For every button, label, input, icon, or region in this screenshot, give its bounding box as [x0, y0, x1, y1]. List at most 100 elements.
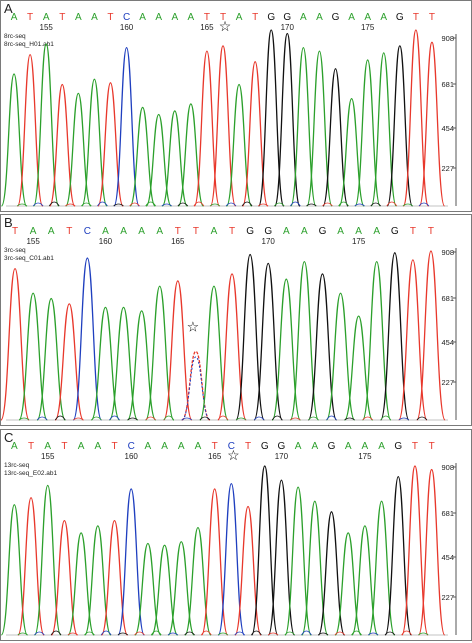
noise-peak — [54, 415, 66, 421]
base-call-8: A — [145, 441, 152, 452]
noise-peak — [199, 416, 211, 421]
mutation-star-icon: ☆ — [187, 318, 200, 334]
base-call-13: T — [220, 12, 226, 23]
noise-peak — [209, 203, 221, 207]
base-call-26: T — [429, 12, 435, 23]
peak-A-18 — [325, 292, 356, 421]
sample-name-line-1: 8rc-seq_H01.ab1 — [4, 41, 54, 48]
base-call-2: A — [43, 12, 50, 23]
peak-A-19 — [306, 50, 333, 207]
intensity-tick-454: 454 — [441, 338, 454, 347]
peak-A-18 — [290, 46, 317, 207]
base-call-14: T — [245, 441, 251, 452]
noise-peak — [386, 201, 398, 207]
noise-peak — [317, 632, 329, 636]
panel-label: C — [4, 430, 13, 445]
peak-G-15 — [251, 465, 279, 636]
noise-peak — [18, 417, 30, 421]
base-call-3: T — [61, 441, 67, 452]
base-call-13: G — [246, 226, 254, 237]
panel-label: A — [4, 1, 13, 16]
peak-T-26 — [418, 41, 446, 207]
noise-peak — [129, 202, 140, 207]
noise-peak — [290, 417, 301, 421]
base-call-11: A — [211, 226, 218, 237]
noise-peak — [308, 416, 319, 421]
base-call-24: T — [412, 441, 418, 452]
panel-frame — [0, 214, 472, 426]
base-call-10: A — [178, 441, 185, 452]
peak-secondary-C-10 — [181, 356, 211, 421]
sample-name-line-0: 3rc-seq — [4, 247, 26, 254]
noise-peak — [117, 632, 129, 636]
base-call-22: T — [410, 226, 416, 237]
peak-G-13 — [235, 253, 265, 421]
position-tick-160: 160 — [125, 452, 139, 461]
intensity-tick-227: 227 — [441, 593, 454, 602]
noise-peak — [380, 415, 392, 421]
peak-T-9 — [163, 280, 193, 421]
base-call-11: A — [195, 441, 202, 452]
noise-peak — [181, 417, 193, 421]
peak-T-23 — [416, 250, 446, 421]
noise-peak — [384, 631, 396, 636]
base-call-4: A — [78, 441, 85, 452]
base-call-17: G — [283, 12, 291, 23]
base-call-19: G — [328, 441, 336, 452]
intensity-tick-227: 227 — [441, 378, 454, 387]
base-call-9: A — [161, 441, 168, 452]
base-call-16: G — [267, 12, 275, 23]
position-tick-170: 170 — [281, 23, 295, 32]
base-call-2: A — [44, 441, 51, 452]
noise-peak — [418, 202, 430, 207]
position-tick-170: 170 — [275, 452, 289, 461]
intensity-tick-454: 454 — [441, 553, 454, 562]
noise-peak — [217, 632, 229, 636]
intensity-tick-681: 681 — [441, 80, 454, 89]
noise-peak — [344, 417, 355, 421]
noise-peak — [362, 416, 373, 421]
peak-A-2 — [34, 484, 62, 636]
peak-A-2 — [33, 43, 60, 207]
base-call-21: A — [362, 441, 369, 452]
noise-peak — [401, 630, 412, 636]
base-call-5: A — [91, 12, 98, 23]
noise-peak — [235, 417, 247, 421]
base-call-7: A — [138, 226, 145, 237]
base-call-18: A — [300, 12, 307, 23]
peak-T-3 — [49, 83, 76, 207]
intensity-tick-681: 681 — [441, 294, 454, 303]
noise-peak — [32, 202, 44, 207]
base-call-25: T — [413, 12, 419, 23]
base-call-13: C — [228, 441, 235, 452]
mutation-star-icon: ☆ — [227, 447, 240, 463]
peak-T-10 — [181, 350, 211, 421]
base-call-12: T — [212, 441, 218, 452]
noise-peak — [301, 630, 312, 636]
noise-peak — [67, 632, 79, 636]
base-call-3: T — [66, 226, 72, 237]
noise-peak — [34, 631, 45, 636]
noise-peak — [306, 203, 317, 207]
position-tick-155: 155 — [41, 452, 55, 461]
panel-c: C A T A T A A T C A A A A T C T G G A A G A A A G T T 155 160 165 170 1… — [0, 429, 472, 641]
noise-peak — [145, 201, 157, 207]
noise-peak — [338, 201, 349, 207]
peak-G-17 — [274, 32, 301, 207]
intensity-tick-908: 908 — [441, 248, 454, 257]
noise-peak — [418, 632, 429, 636]
base-call-0: A — [11, 12, 18, 23]
base-call-2: A — [48, 226, 55, 237]
intensity-tick-454: 454 — [441, 124, 454, 133]
noise-peak — [109, 415, 120, 421]
noise-peak — [50, 630, 62, 636]
peak-G-16 — [258, 29, 285, 207]
sample-name-line-0: 13rc-seq — [4, 462, 30, 469]
base-call-23: T — [428, 226, 434, 237]
base-call-9: A — [155, 12, 162, 23]
panel-b: B T A A T C A A A A T T A T G G A A G A A A G T T 155 160 165 170 175… — [0, 214, 472, 426]
base-call-6: T — [111, 441, 117, 452]
base-call-8: A — [139, 12, 146, 23]
